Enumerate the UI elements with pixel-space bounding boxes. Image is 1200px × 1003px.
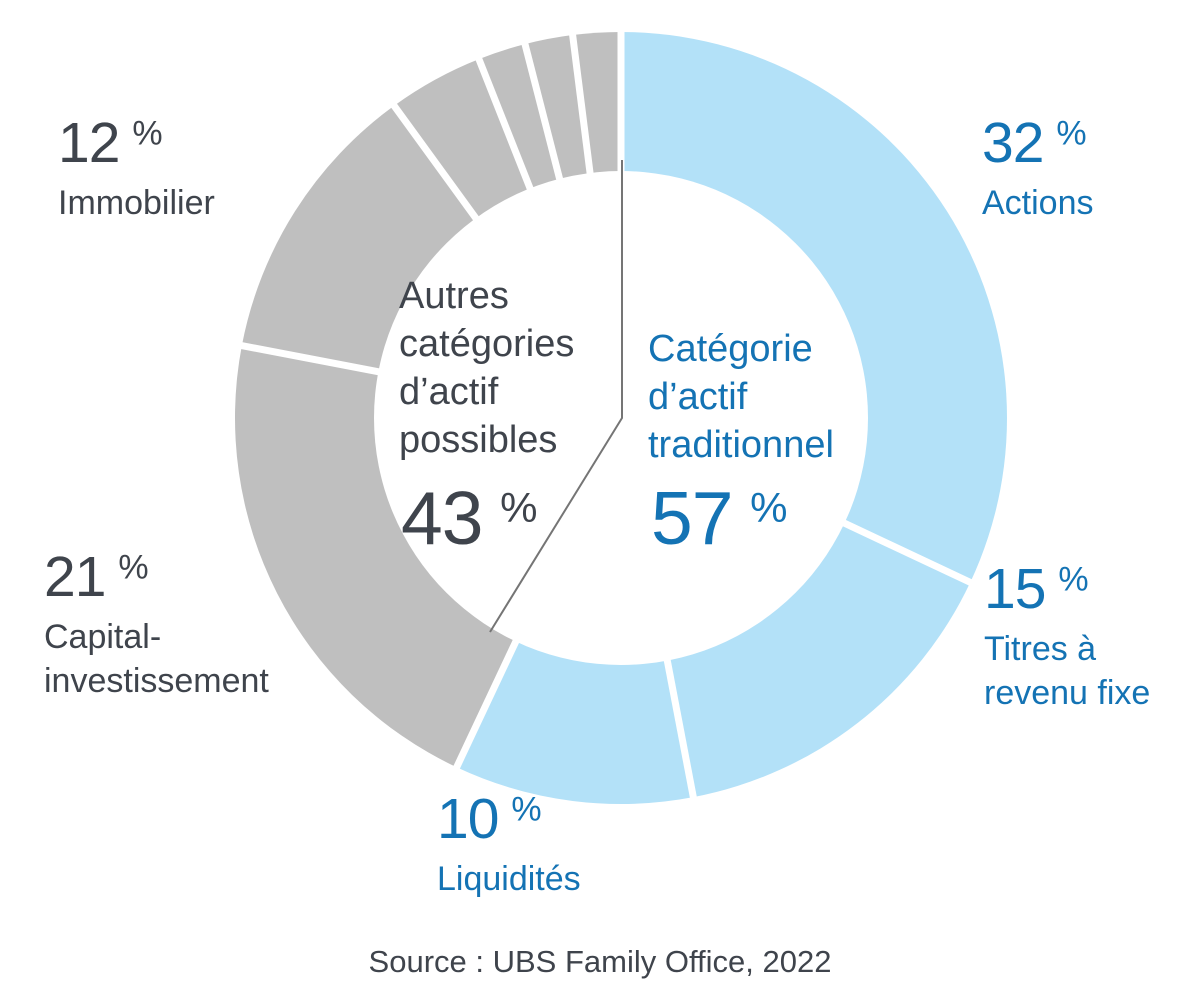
group-other-label: Autres catégories d’actif possibles (399, 275, 575, 461)
titres-value: 15% (984, 557, 1089, 621)
percent-sign: % (1056, 114, 1087, 153)
callout-capital-investissement: 21% Capital-investissement (44, 545, 329, 703)
percent-sign: % (500, 484, 537, 532)
callout-titres-revenu-fixe: 15% Titres à revenu fixe (984, 557, 1199, 715)
capital-investissement-value: 21% (44, 545, 149, 609)
percent-sign: % (511, 790, 542, 829)
percent-sign: % (1058, 560, 1089, 599)
group-traditional-value: 57% (651, 476, 787, 560)
actions-label: Actions (982, 183, 1094, 222)
percent-sign: % (132, 114, 163, 153)
group-other-value: 43% (401, 476, 537, 560)
group-divider-line (489, 160, 623, 633)
percent-sign: % (118, 548, 149, 587)
source-caption: Source : UBS Family Office, 2022 (368, 944, 832, 979)
immobilier-label: Immobilier (58, 183, 215, 222)
callout-liquidites: 10% Liquidités (437, 787, 697, 901)
group-traditional-label: Catégorie d’actif traditionnel (648, 328, 834, 466)
titres-label: Titres à revenu fixe (984, 629, 1151, 713)
callout-immobilier: 12% Immobilier (58, 111, 358, 225)
immobilier-value: 12% (58, 111, 163, 175)
liquidites-value: 10% (437, 787, 542, 851)
capital-investissement-label: Capital-investissement (44, 617, 269, 701)
callout-actions: 32% Actions (982, 111, 1192, 225)
actions-value: 32% (982, 111, 1087, 175)
liquidites-label: Liquidités (437, 859, 581, 898)
percent-sign: % (750, 484, 787, 532)
